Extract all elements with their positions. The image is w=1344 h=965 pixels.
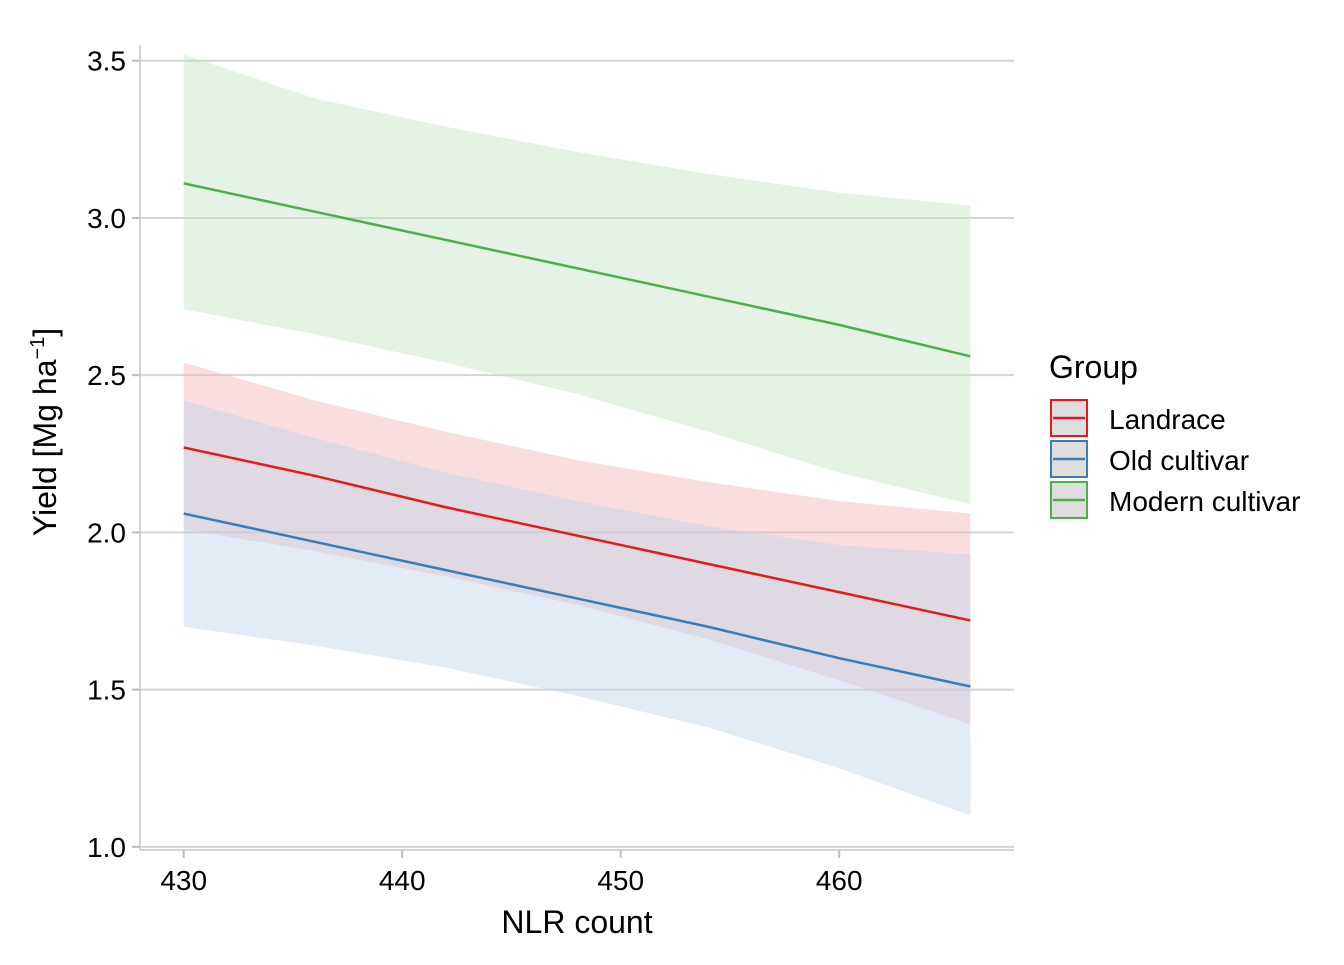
confidence-band-landrace xyxy=(183,362,971,725)
y-tick-label-3-5: 3.5 xyxy=(87,46,126,77)
trend-lines xyxy=(183,182,971,688)
axes xyxy=(132,45,1014,858)
x-tick-label-460: 460 xyxy=(816,865,863,896)
y-axis-title-close: ] xyxy=(27,328,63,337)
y-tick-label-3: 3.0 xyxy=(87,203,126,234)
y-tick-label-1: 1.0 xyxy=(87,832,126,863)
x-tick-label-430: 430 xyxy=(160,865,207,896)
y-axis-title-main: Yield [Mg ha xyxy=(27,359,63,536)
x-tick-label-440: 440 xyxy=(379,865,426,896)
confidence-bands xyxy=(183,54,971,816)
y-tick-label-2: 2.0 xyxy=(87,517,126,548)
y-tick-label-1-5: 1.5 xyxy=(87,675,126,706)
legend-item-modern-cultivar: Modern cultivar xyxy=(1050,481,1300,519)
x-tick-label-450: 450 xyxy=(597,865,644,896)
legend-label-landrace: Landrace xyxy=(1109,404,1226,435)
confidence-band-modern-cultivar xyxy=(183,54,971,505)
x-axis-title: NLR count xyxy=(501,904,652,940)
tick-labels: 430 440 450 460 1.0 1.5 2.0 2.5 3.0 3.5 xyxy=(87,46,862,896)
legend-label-old-cultivar: Old cultivar xyxy=(1109,445,1249,476)
legend-item-old-cultivar: Old cultivar xyxy=(1050,440,1249,478)
trend-line-landrace xyxy=(183,446,971,622)
confidence-band-old-cultivar xyxy=(183,400,971,816)
y-axis-title-superscript: −1 xyxy=(27,337,49,360)
legend-title: Group xyxy=(1049,349,1138,385)
legend: Group Landrace Old cultivar Modern cultiva… xyxy=(1049,349,1300,519)
trend-line-old-cultivar xyxy=(183,512,971,688)
y-axis-title: Yield [Mg ha−1] xyxy=(27,328,63,536)
legend-label-modern-cultivar: Modern cultivar xyxy=(1109,486,1300,517)
legend-items: Landrace Old cultivar Modern cultivar xyxy=(1050,399,1300,519)
y-tick-label-2-5: 2.5 xyxy=(87,360,126,391)
trend-line-modern-cultivar xyxy=(183,182,971,358)
legend-item-landrace: Landrace xyxy=(1050,399,1226,437)
grid-lines xyxy=(140,59,1014,848)
